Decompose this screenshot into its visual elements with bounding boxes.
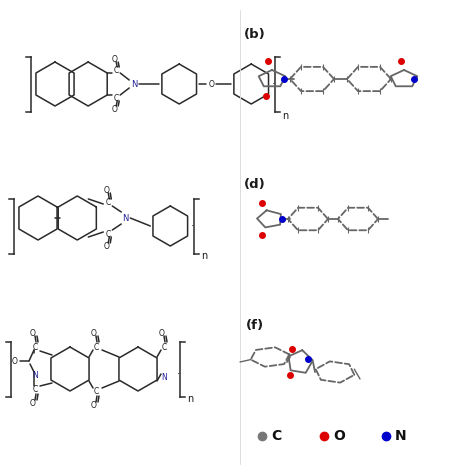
Text: C: C xyxy=(93,343,99,352)
Text: O: O xyxy=(91,401,97,410)
Text: C: C xyxy=(32,343,37,352)
Text: C: C xyxy=(161,343,167,352)
Text: O: O xyxy=(111,104,117,113)
Text: C: C xyxy=(32,384,37,393)
Text: N: N xyxy=(161,373,167,382)
Text: O: O xyxy=(30,328,36,337)
Text: O: O xyxy=(111,55,117,64)
Text: (f): (f) xyxy=(246,319,264,332)
Text: N: N xyxy=(122,213,128,222)
Text: ·: · xyxy=(177,369,181,379)
Text: O: O xyxy=(333,429,345,443)
Text: C: C xyxy=(93,386,99,395)
Text: ·: · xyxy=(272,79,275,89)
Text: C: C xyxy=(106,229,111,238)
Text: n: n xyxy=(282,111,288,121)
Text: O: O xyxy=(12,356,18,365)
Text: O: O xyxy=(30,399,36,408)
Text: ·: · xyxy=(191,221,194,231)
Text: C: C xyxy=(106,198,111,207)
Text: O: O xyxy=(208,80,214,89)
Text: (b): (b) xyxy=(244,27,266,40)
Text: C: C xyxy=(114,93,119,102)
Text: N: N xyxy=(395,429,407,443)
Text: n: n xyxy=(187,394,193,404)
Text: C: C xyxy=(114,65,119,74)
Text: O: O xyxy=(103,241,109,250)
Text: O: O xyxy=(103,185,109,194)
Text: (d): (d) xyxy=(244,177,266,191)
Text: C: C xyxy=(271,429,281,443)
Text: N: N xyxy=(131,80,137,89)
Text: O: O xyxy=(91,328,97,337)
Text: n: n xyxy=(201,251,208,261)
Text: O: O xyxy=(159,328,165,337)
Text: N: N xyxy=(32,371,38,380)
